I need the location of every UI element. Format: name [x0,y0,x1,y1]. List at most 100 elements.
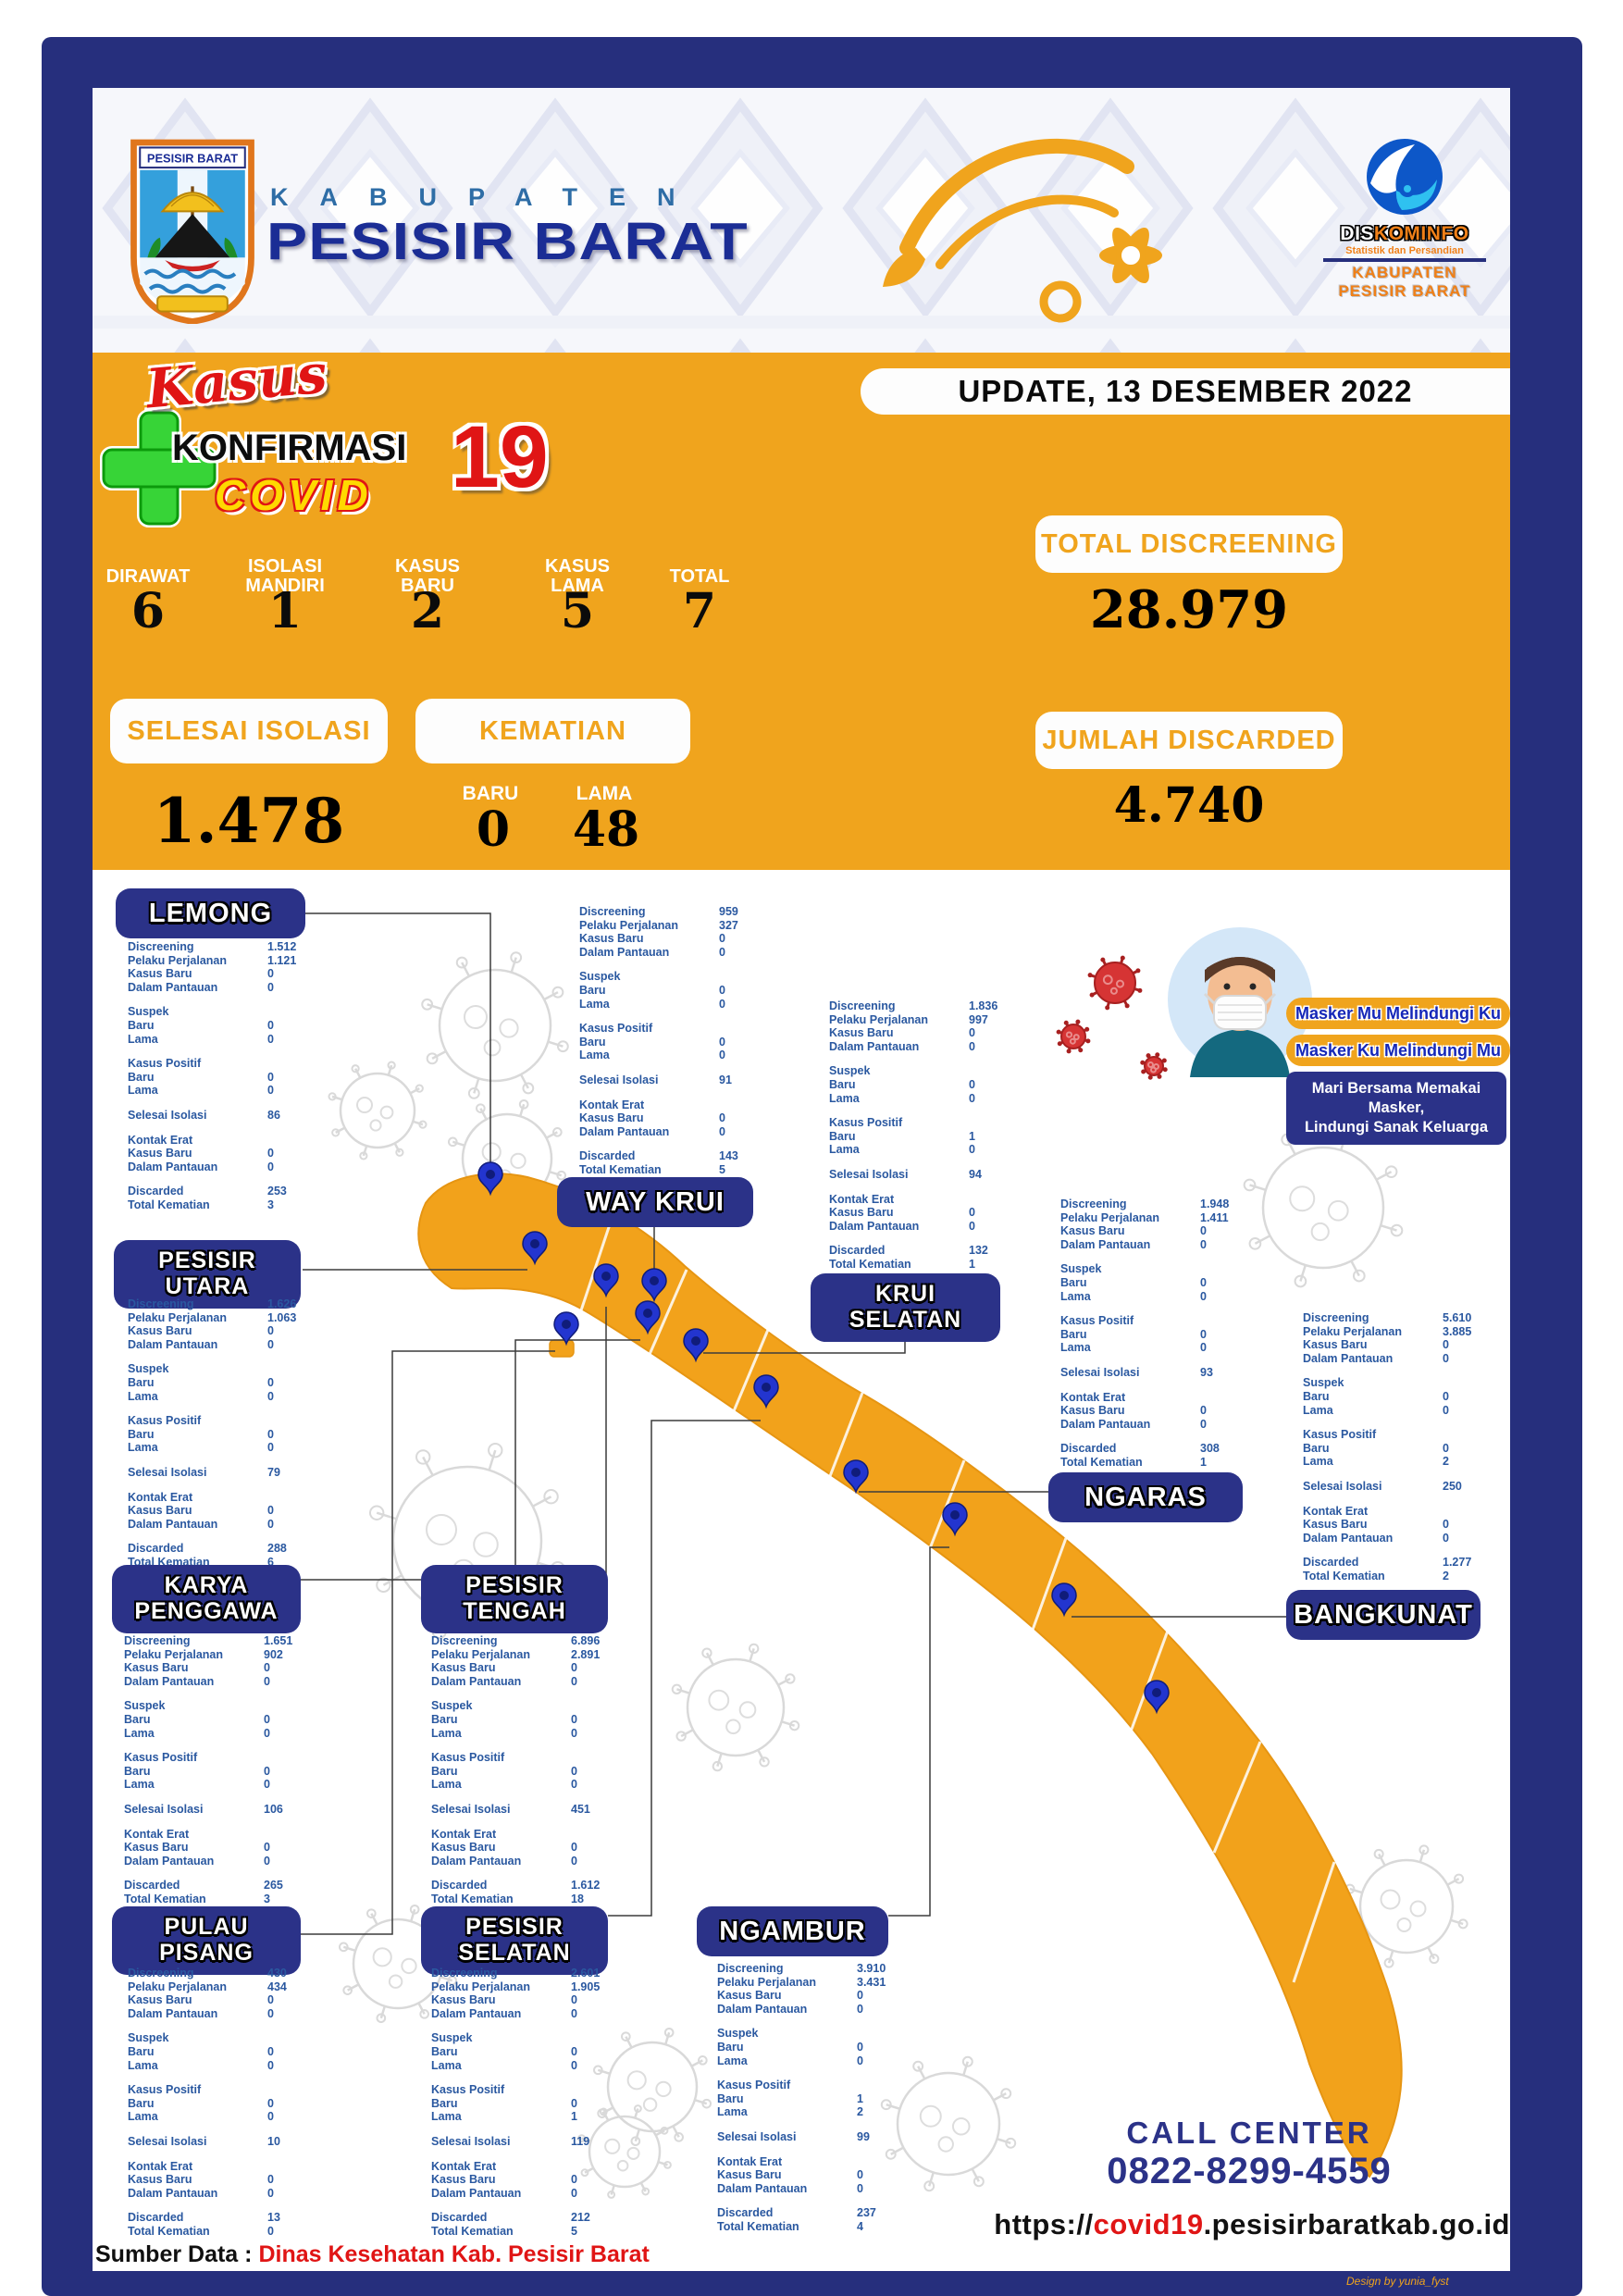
stat-row: Dalam Pantauan 0 [431,1675,653,1689]
stat-label: Lama [829,1091,860,1105]
stat-value: 327 [719,918,738,932]
stat-row: Baru 0 [431,1765,653,1779]
stat-label: Dalam Pantauan [128,1160,218,1173]
stat-label: Kasus Baru [717,1989,782,2003]
stat-value: 0 [267,2006,274,2020]
stat-label: Dalam Pantauan [124,1674,215,1688]
stat-row: Pelaku Perjalanan 997 [829,1013,1051,1027]
stat-row: Discarded 253 [128,1185,350,1198]
stat-value: 0 [969,1039,975,1053]
stat-row: Kasus Baru 0 [124,1661,346,1675]
stat-row: Suspek [431,2031,653,2045]
stat-row: Kasus Positif [1303,1428,1525,1442]
stat-label: Kasus Baru [579,1111,644,1125]
stat-label: Selesai Isolasi [829,1167,909,1181]
stat-label: Discarded [431,2211,488,2225]
stat-row: Selesai Isolasi 10 [128,2135,350,2149]
stat-row: Selesai Isolasi 91 [579,1074,801,1087]
stat-row: Selesai Isolasi 250 [1303,1480,1525,1494]
stat-label: Baru [1060,1327,1087,1341]
diskominfo-name: DISKOMINFO [1340,223,1469,244]
stat-label: Discreening [128,1297,194,1310]
stat-label: Kasus Positif [128,1414,202,1428]
stat-value: 1.121 [267,953,297,967]
stat-label: Suspek [829,1064,871,1078]
stat-value: 3.885 [1443,1324,1472,1338]
stat-row: Total Kematian 4 [717,2220,939,2234]
stat-label: Lama [431,2110,462,2124]
stat-row: Kasus Positif [431,1751,653,1765]
stat-label: Dalam Pantauan [1303,1351,1394,1365]
stat-value: 1.277 [1443,1556,1472,1570]
stat-row: Kasus Positif [829,1116,1051,1130]
stat-label: Dalam Pantauan [717,2181,808,2195]
stat-label: Suspek [124,1699,166,1713]
stat-row: Pelaku Perjalanan 2.891 [431,1648,653,1662]
stat-label: Kasus Baru [128,967,192,981]
stat-row: Kasus Baru 0 [579,1111,801,1125]
stat-row: Lama 0 [128,1033,350,1047]
stat-label: Baru [579,1035,606,1049]
stat-label: Pelaku Perjalanan [579,918,679,932]
stat-label: Dalam Pantauan [128,2186,218,2200]
stat-label: Kontak Erat [579,1098,645,1111]
stat-label: Discreening [124,1634,191,1647]
stat-label: Lama [128,2058,158,2072]
website-link[interactable]: https://covid19.pesisirbaratkab.go.id [994,2208,1510,2240]
district-header-bangkunat: BANGKUNAT [1286,1590,1481,1640]
stat-row: Kasus Baru 0 [431,1661,653,1675]
diskominfo-logo-block: DISKOMINFO Statistik dan Persandian KABU… [1314,137,1495,301]
stat-row: Dalam Pantauan 0 [1303,1352,1525,1366]
stat-label: Kasus Positif [128,1057,202,1071]
stat-label: Total Kematian [717,2219,799,2233]
stat-value: 0 [264,1778,270,1792]
stat-value: 0 [719,1049,725,1062]
stat-row: Suspek [128,1362,350,1376]
stat-value: 2 [1443,1569,1449,1582]
stat-label: Kasus Positif [124,1751,198,1765]
district-panel-pesisir-utara: Discreening 1.626 Pelaku Perjalanan 1.063 Ka… [128,1297,350,1570]
stat-value: 0 [719,997,725,1011]
stat-label: Total Kematian [1303,1569,1385,1582]
stat-row: Kasus Positif [124,1751,346,1765]
stat-value: 2 [1443,1455,1449,1469]
stat-label: Dalam Pantauan [1060,1417,1151,1431]
stat-row: Lama 0 [431,1727,653,1741]
stat-value: 6.896 [571,1634,601,1647]
stat-row: Pelaku Perjalanan 902 [124,1648,346,1662]
psa-slogan-2: Masker Ku Melindungi Mu [1286,1035,1510,1066]
stat-label: Kasus Positif [128,2083,202,2097]
stat-value: 0 [571,1726,577,1740]
stat-value: 288 [267,1542,287,1556]
stat-label: Kasus Positif [1060,1314,1134,1328]
stat-value: 3 [264,1892,270,1905]
stat-value: 3.910 [857,1962,886,1975]
stat-label: Lama [128,1389,158,1403]
stat-value: 0 [267,2186,274,2200]
stat-value: 1 [969,1129,975,1143]
stat-label: Dalam Pantauan [579,1124,670,1138]
stat-value: 0 [267,2044,274,2058]
stat-row: Suspek [717,2027,939,2041]
stat-value: 0 [969,1206,975,1220]
stat-label: Kontak Erat [1060,1390,1126,1404]
stat-row: Lama 0 [829,1143,1051,1157]
stat-label: Lama [128,1084,158,1098]
stat-value: 1.612 [571,1879,601,1893]
stat-value: 0 [857,2054,863,2067]
stat-row: Suspek [829,1064,1051,1078]
stat-row: Baru 0 [1303,1442,1525,1456]
konfirmasi-title: KONFIRMASI [172,428,407,468]
stat-row: Selesai Isolasi 451 [431,1803,653,1817]
stat-row: Kasus Baru 0 [1303,1338,1525,1352]
stat-value: 0 [264,1841,270,1855]
stat-label: Pelaku Perjalanan [1303,1324,1403,1338]
stat-row: Suspek [128,1005,350,1019]
stat-label: Kasus Baru [431,1841,496,1855]
summary-value: 7 [682,583,717,639]
stat-value: 997 [969,1012,988,1026]
data-source-note: Sumber Data : Dinas Kesehatan Kab. Pesis… [95,2241,650,2267]
stat-label: Kasus Baru [717,2168,782,2182]
stat-label: Kasus Baru [128,2173,192,2187]
stat-row: Kontak Erat [128,1491,350,1505]
